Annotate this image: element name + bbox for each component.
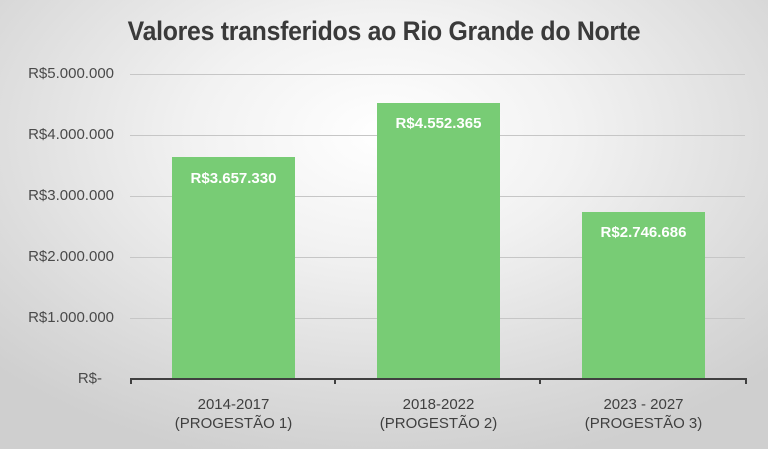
x-axis-tick <box>130 378 132 384</box>
x-label-program: (PROGESTÃO 1) <box>174 415 293 432</box>
y-tick-label: R$2.000.000 <box>28 248 114 265</box>
x-category-label: 2018-2022 (PROGESTÃO 2) <box>336 395 541 433</box>
x-label-period: 2023 - 2027 <box>603 396 684 413</box>
y-tick-label: R$1.000.000 <box>28 309 114 326</box>
x-axis-tick <box>539 378 541 384</box>
x-category-label: 2014-2017 (PROGESTÃO 1) <box>131 395 336 433</box>
x-axis-tick <box>745 378 747 384</box>
x-axis-line <box>130 378 747 380</box>
gridline <box>130 74 745 75</box>
x-axis-tick <box>334 378 336 384</box>
bar-progestao-1 <box>172 157 295 379</box>
y-tick-label: R$5.000.000 <box>28 65 114 82</box>
bar-data-label: R$2.746.686 <box>600 224 687 241</box>
y-tick-label: R$- <box>77 370 102 387</box>
chart-title: Valores transferidos ao Rio Grande do No… <box>127 16 641 46</box>
bar-progestao-3 <box>582 212 705 379</box>
x-label-program: (PROGESTÃO 2) <box>379 415 498 432</box>
x-label-program: (PROGESTÃO 3) <box>584 415 703 432</box>
x-label-period: 2018-2022 <box>402 396 475 413</box>
bar-data-label: R$4.552.365 <box>395 115 482 132</box>
bar-data-label: R$3.657.330 <box>190 170 277 187</box>
x-category-label: 2023 - 2027 (PROGESTÃO 3) <box>541 395 746 433</box>
x-label-period: 2014-2017 <box>197 396 270 413</box>
y-tick-label: R$3.000.000 <box>28 187 114 204</box>
bar-progestao-2 <box>377 103 500 379</box>
y-tick-label: R$4.000.000 <box>28 126 114 143</box>
